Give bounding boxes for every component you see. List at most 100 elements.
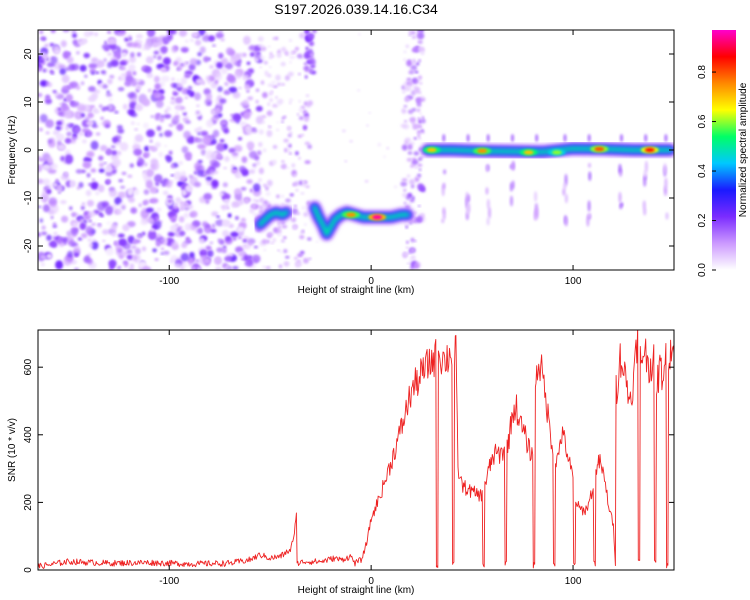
- noise-blob: [194, 127, 203, 134]
- noise-blob: [127, 221, 136, 228]
- noise-blob: [169, 259, 174, 264]
- noise-blob: [121, 52, 127, 58]
- noise-blob: [216, 143, 225, 153]
- pulse-streak: [564, 193, 569, 204]
- spectrogram-x-label: Height of straight line (km): [298, 285, 415, 296]
- noise-blob: [88, 243, 94, 248]
- noise-blob: [133, 140, 137, 144]
- noise-blob: [414, 70, 419, 74]
- noise-blob: [64, 137, 72, 144]
- noise-blob: [417, 46, 425, 52]
- noise-blob: [231, 201, 240, 208]
- noise-blob: [251, 254, 261, 263]
- noise-blob: [88, 219, 92, 223]
- noise-blob: [168, 123, 174, 127]
- spectrogram-noise: [38, 30, 669, 270]
- noise-blob: [61, 215, 69, 223]
- noise-blob: [78, 182, 84, 188]
- noise-blob: [220, 57, 229, 66]
- noise-blob: [205, 199, 210, 204]
- noise-blob: [419, 81, 423, 85]
- noise-blob: [216, 247, 224, 253]
- noise-blob: [205, 224, 210, 229]
- noise-blob: [251, 127, 257, 131]
- noise-blob: [59, 134, 64, 141]
- noise-blob: [152, 92, 158, 97]
- noise-blob: [254, 155, 260, 161]
- noise-blob: [144, 145, 150, 152]
- colorbar-tick-label: 0.2: [697, 213, 708, 227]
- noise-blob: [366, 124, 369, 127]
- noise-blob: [200, 149, 206, 156]
- noise-blob: [105, 179, 111, 184]
- noise-blob: [160, 247, 165, 251]
- noise-blob: [95, 71, 99, 74]
- noise-blob: [184, 39, 189, 43]
- noise-blob: [170, 100, 176, 105]
- noise-blob: [407, 192, 413, 198]
- noise-blob: [167, 231, 175, 237]
- noise-blob: [72, 33, 77, 38]
- noise-blob: [269, 98, 273, 103]
- noise-blob: [80, 232, 88, 239]
- noise-blob: [211, 211, 219, 217]
- noise-blob: [121, 171, 127, 175]
- noise-blob: [411, 78, 418, 84]
- pulse-streak: [563, 134, 567, 142]
- noise-blob: [116, 208, 123, 215]
- noise-blob: [117, 191, 127, 199]
- noise-blob: [211, 223, 216, 229]
- noise-blob: [98, 168, 105, 173]
- noise-blob: [154, 142, 161, 148]
- noise-blob: [418, 75, 422, 80]
- noise-blob: [416, 108, 421, 112]
- noise-blob: [298, 100, 302, 103]
- noise-blob: [222, 182, 228, 188]
- noise-blob: [196, 169, 205, 177]
- noise-blob: [215, 72, 223, 81]
- noise-blob: [137, 234, 143, 238]
- noise-blob: [243, 35, 251, 45]
- noise-blob: [417, 157, 423, 161]
- noise-blob: [414, 86, 421, 94]
- noise-blob: [233, 145, 243, 153]
- noise-blob: [85, 226, 94, 235]
- noise-blob: [307, 37, 314, 42]
- noise-blob: [227, 74, 236, 83]
- noise-blob: [230, 231, 239, 238]
- x-tick-label: 0: [368, 576, 374, 587]
- noise-blob: [180, 252, 190, 262]
- noise-blob: [410, 247, 415, 253]
- noise-blob: [411, 159, 419, 165]
- noise-blob: [121, 250, 129, 257]
- noise-blob: [136, 122, 141, 126]
- noise-blob: [228, 49, 236, 56]
- noise-blob: [265, 191, 271, 197]
- noise-blob: [193, 171, 198, 175]
- noise-blob: [234, 216, 239, 220]
- noise-blob: [185, 184, 193, 193]
- noise-blob: [79, 222, 87, 231]
- noise-blob: [40, 255, 47, 259]
- noise-blob: [117, 87, 125, 92]
- noise-blob: [286, 148, 291, 152]
- noise-blob: [256, 150, 262, 156]
- noise-blob: [258, 178, 262, 183]
- noise-blob: [215, 266, 222, 270]
- noise-blob: [257, 43, 264, 49]
- noise-blob: [236, 172, 243, 178]
- noise-blob: [217, 86, 223, 92]
- noise-blob: [184, 96, 189, 100]
- noise-blob: [106, 221, 111, 226]
- noise-blob: [267, 201, 271, 204]
- noise-blob: [162, 36, 171, 44]
- noise-blob: [111, 150, 118, 156]
- noise-blob: [137, 52, 141, 57]
- noise-blob: [287, 126, 291, 131]
- noise-blob: [80, 169, 86, 173]
- noise-blob: [164, 109, 168, 114]
- noise-blob: [191, 32, 199, 38]
- snr-series-line: [38, 330, 674, 569]
- noise-blob: [60, 40, 67, 48]
- noise-blob: [91, 71, 95, 75]
